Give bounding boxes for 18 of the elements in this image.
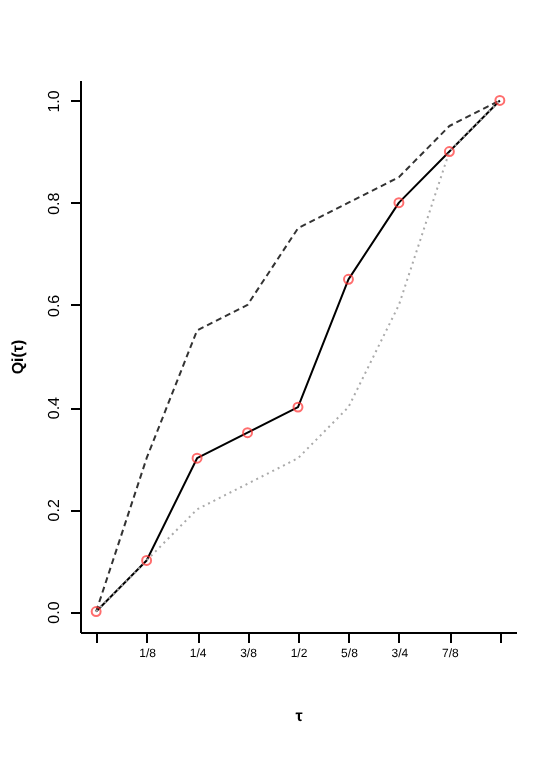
point (242, 427, 254, 439)
y-tick-label: 0.2 (45, 498, 63, 522)
y-tick-label: 1.0 (45, 89, 63, 113)
y-tick-label: 0.6 (45, 293, 63, 318)
y-tick-label: 0.8 (45, 191, 63, 215)
line-series (95, 99, 501, 613)
point (393, 197, 405, 209)
point (342, 273, 354, 285)
point (191, 452, 203, 464)
point (494, 94, 506, 106)
point (443, 146, 455, 158)
x-axis-title: τ (295, 707, 304, 725)
point (90, 606, 102, 618)
point (292, 401, 304, 413)
y-axis-title: Qi(τ) (9, 338, 27, 375)
point (141, 554, 153, 566)
y-tick-label: 0.0 (45, 600, 63, 624)
y-tick-label: 0.4 (45, 395, 63, 420)
